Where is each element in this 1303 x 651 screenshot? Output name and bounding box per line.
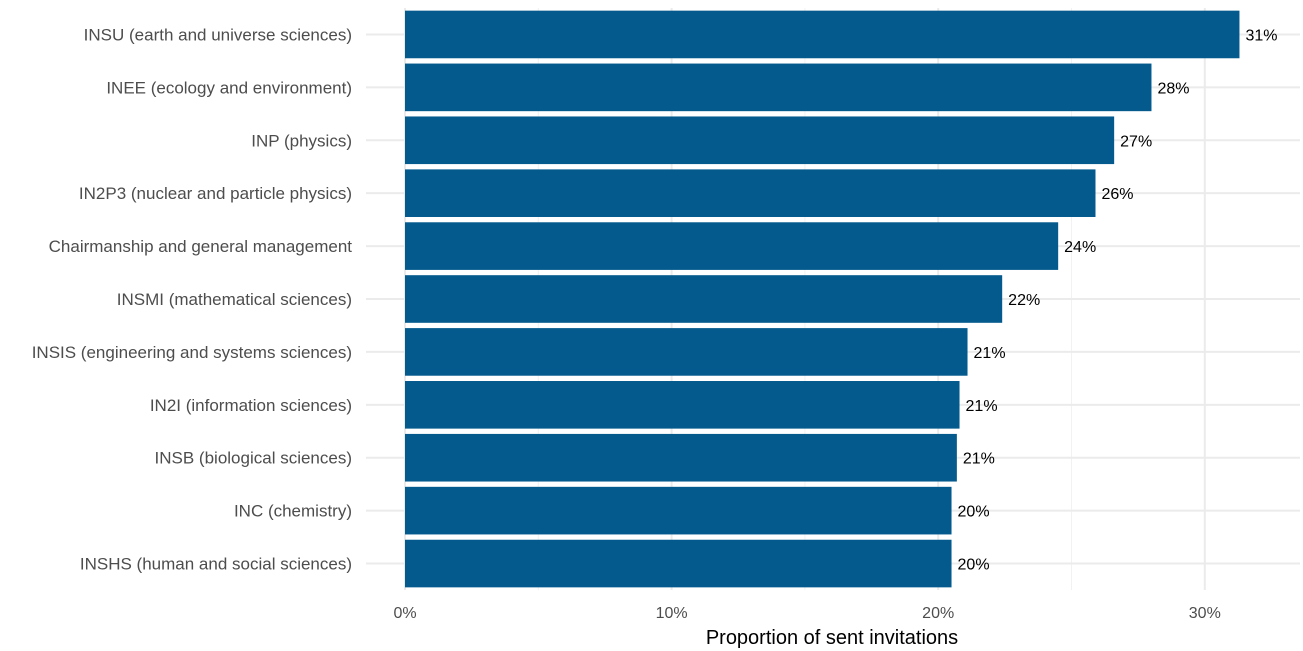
x-tick-label: 30% [1189,605,1221,622]
category-label: INC (chemistry) [234,502,352,521]
data-label: 26% [1101,186,1133,203]
category-label: INSHS (human and social sciences) [80,555,352,574]
category-label: INP (physics) [251,131,352,150]
bar [405,222,1059,270]
bar [405,486,952,535]
x-tick-label: 10% [656,605,688,622]
x-tick-labels: 0% 10% 20% 30% [393,605,1220,622]
value-labels: 31% 28% 27% 26% 24% 22% 21% 21% 21% 20% 20% [958,27,1278,573]
bar [405,169,1096,217]
data-label: 24% [1064,239,1096,256]
category-label: INSU (earth and universe sciences) [84,25,352,44]
category-label: IN2I (information sciences) [150,396,352,415]
data-label: 22% [1008,292,1040,309]
category-labels: INSU (earth and universe sciences) INEE (… [32,25,353,573]
category-label: INSIS (engineering and systems sciences) [32,343,352,362]
bar [405,116,1115,165]
x-tick-label: 20% [922,605,954,622]
data-label: 20% [958,504,990,521]
data-label: 27% [1120,133,1152,150]
category-label: INSB (biological sciences) [155,449,352,468]
bar [405,275,1003,323]
data-label: 28% [1157,80,1189,97]
data-label: 20% [958,557,990,574]
data-label: 31% [1245,27,1277,44]
bar [405,381,960,429]
bar [405,10,1240,59]
bar [405,328,968,376]
data-label: 21% [974,345,1006,362]
bar [405,539,952,588]
bar [405,63,1152,112]
bars [405,10,1240,588]
category-label: INEE (ecology and environment) [106,78,352,97]
x-axis-title: Proportion of sent invitations [706,627,958,649]
data-label: 21% [966,398,998,415]
x-tick-label: 0% [393,605,416,622]
data-label: 21% [963,451,995,468]
category-label: INSMI (mathematical sciences) [117,290,352,309]
bar [405,433,957,482]
category-label: Chairmanship and general management [49,237,353,256]
category-label: IN2P3 (nuclear and particle physics) [79,184,352,203]
